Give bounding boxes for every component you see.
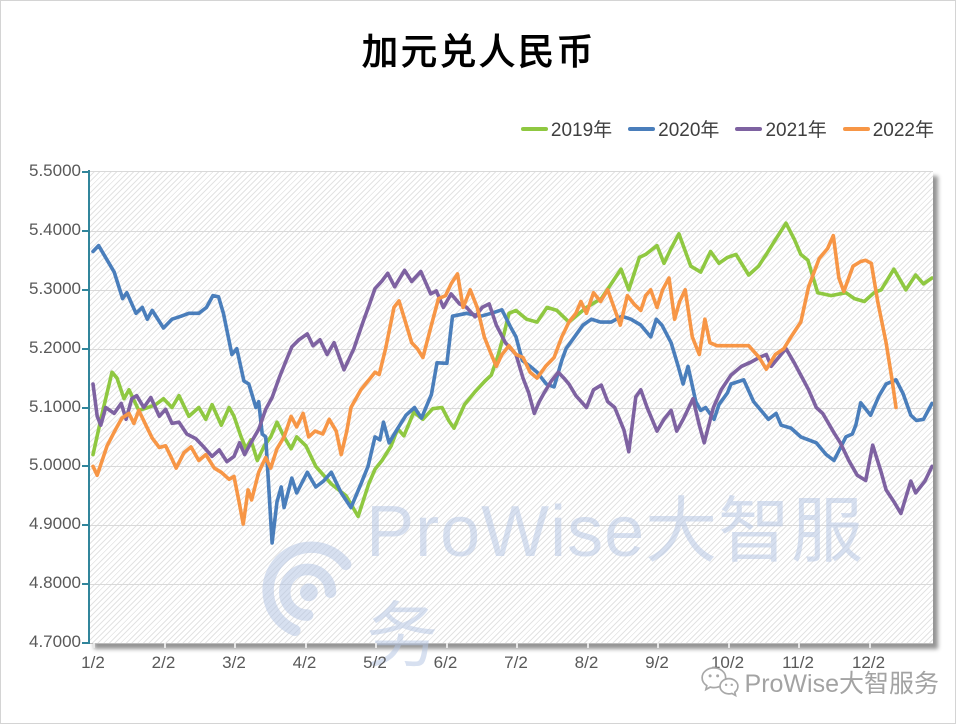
y-axis-label: 5.2000 <box>29 338 81 357</box>
x-axis-tick <box>375 643 377 648</box>
y-axis-label: 5.3000 <box>29 279 81 298</box>
x-axis-tick <box>304 643 307 648</box>
legend-swatch <box>628 126 656 131</box>
y-axis-tick <box>82 348 88 350</box>
legend-label: 2021年 <box>765 120 827 141</box>
legend-swatch <box>520 126 548 131</box>
x-axis-tick <box>727 643 730 648</box>
x-axis-tick <box>234 643 236 648</box>
series-line-2021年 <box>91 268 933 516</box>
y-axis-label: 4.8000 <box>29 573 81 592</box>
x-axis-label: 8/2 <box>574 653 599 672</box>
gridline <box>89 466 933 467</box>
x-axis-label: 6/2 <box>433 653 458 672</box>
series-line-2022年 <box>91 233 898 526</box>
gridline <box>89 525 933 526</box>
series-lines <box>91 221 933 545</box>
legend-swatch <box>735 126 763 131</box>
x-axis-tick <box>798 643 800 648</box>
y-axis-label: 4.7000 <box>29 632 81 651</box>
x-axis-tick <box>93 643 95 648</box>
x-axis-tick <box>445 643 448 648</box>
wechat-icon <box>700 667 739 698</box>
y-axis-label: 5.5000 <box>29 161 81 180</box>
x-axis-tick <box>586 643 589 648</box>
y-axis-tick <box>82 230 88 232</box>
y-axis-tick <box>82 407 88 409</box>
y-axis-label: 5.0000 <box>29 455 81 474</box>
y-axis-tick <box>82 583 88 585</box>
x-axis-tick <box>868 643 871 648</box>
gridline <box>89 408 933 409</box>
y-axis-tick <box>82 465 88 467</box>
x-axis-label: 2/2 <box>151 653 176 672</box>
footer-watermark-text: ProWise大智服务 <box>744 670 939 698</box>
legend-item-2019年[interactable]: 2019年 <box>520 115 613 142</box>
legend-label: 2020年 <box>658 120 720 141</box>
x-axis-tick <box>163 643 166 648</box>
gridline <box>89 290 933 291</box>
x-axis-label: 7/2 <box>504 653 528 672</box>
series-line-2020年 <box>91 243 933 545</box>
x-axis-tick <box>657 643 659 648</box>
legend-swatch <box>842 126 870 131</box>
legend-label: 2019年 <box>550 120 613 141</box>
x-axis-label: 4/2 <box>292 653 317 672</box>
series-line-2019年 <box>91 221 933 519</box>
plot-area: ProWise大智服务 <box>89 171 933 677</box>
y-axis-line <box>88 170 90 644</box>
legend-label: 2022年 <box>872 120 934 141</box>
x-axis-label: 9/2 <box>645 653 669 672</box>
y-axis-label: 5.1000 <box>29 397 81 416</box>
legend-item-2020年[interactable]: 2020年 <box>628 115 719 142</box>
x-axis-label: 11/2 <box>782 653 814 672</box>
y-axis-tick <box>82 524 88 526</box>
footer-watermark: ProWise大智服务 <box>700 664 939 700</box>
y-axis-tick <box>82 642 88 644</box>
chart-title: 加元兑人民币 <box>361 32 596 72</box>
x-axis-label: 10/2 <box>710 653 745 672</box>
x-axis-tick <box>516 643 518 648</box>
legend: 2019年 2020年 2021年 2022年 <box>520 115 934 142</box>
y-axis-label: 4.9000 <box>29 514 81 533</box>
x-axis-label: 5/2 <box>363 653 387 672</box>
x-axis-label: 1/2 <box>81 653 105 672</box>
y-axis-tick <box>82 171 88 173</box>
legend-item-2022年[interactable]: 2022年 <box>842 115 934 142</box>
gridline <box>89 231 933 232</box>
gridline <box>89 584 933 585</box>
legend-item-2021年[interactable]: 2021年 <box>735 115 827 142</box>
x-axis-label: 3/2 <box>222 653 246 672</box>
x-axis-label: 12/2 <box>851 653 886 672</box>
y-axis-label: 5.4000 <box>29 220 81 239</box>
y-axis-tick <box>82 289 88 291</box>
